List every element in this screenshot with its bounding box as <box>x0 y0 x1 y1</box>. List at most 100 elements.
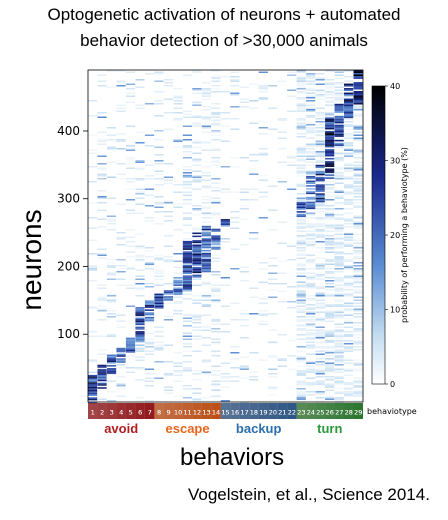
heatmap-cell <box>325 383 335 385</box>
heatmap-block-cell <box>182 240 193 243</box>
heatmap-block-cell <box>353 88 363 90</box>
heatmap-cell <box>306 262 316 264</box>
heatmap-block-cell <box>315 184 325 186</box>
heatmap-cell <box>296 247 306 249</box>
behaviotype-number: 26 <box>326 409 334 417</box>
heatmap-block-cell <box>201 234 211 237</box>
heatmap-cell <box>173 272 183 274</box>
heatmap-cell <box>201 179 211 181</box>
heatmap-cell <box>334 148 344 150</box>
heatmap-block-cell <box>182 252 193 255</box>
heatmap-block-cell <box>334 108 344 110</box>
heatmap-cell <box>325 283 335 285</box>
chart-title-line-2: behavior detection of >30,000 animals <box>80 31 368 50</box>
heatmap-cell <box>344 281 354 283</box>
heatmap-cell <box>334 233 344 235</box>
heatmap-cell <box>315 334 325 336</box>
heatmap-cell <box>315 160 325 162</box>
heatmap-cell <box>344 125 354 127</box>
heatmap-cell <box>344 95 354 97</box>
heatmap-cell <box>135 86 145 88</box>
heatmap-cell <box>325 329 335 331</box>
heatmap-cell <box>182 125 193 127</box>
heatmap-cell <box>306 238 316 240</box>
heatmap-block-cell <box>325 124 335 127</box>
heatmap-block-cell <box>334 126 344 128</box>
heatmap-cell <box>315 293 325 295</box>
heatmap-cell <box>249 188 259 190</box>
heatmap-cell <box>192 316 202 318</box>
behaviotype-cell <box>334 403 345 419</box>
heatmap-cell <box>239 208 249 210</box>
heatmap-cell <box>306 316 316 318</box>
heatmap-cell <box>182 361 193 363</box>
heatmap-cell <box>344 265 354 267</box>
heatmap-cell <box>344 118 354 120</box>
heatmap-cell <box>334 214 344 216</box>
heatmap-cell <box>135 295 145 297</box>
heatmap-block-cell <box>192 241 202 244</box>
heatmap-block-cell <box>135 332 145 335</box>
heatmap-cell <box>230 128 240 130</box>
heatmap-cell <box>88 371 98 373</box>
heatmap-cell <box>258 121 268 123</box>
heatmap-block-cell <box>192 255 202 257</box>
heatmap-cell <box>315 151 325 153</box>
heatmap-block-cell <box>325 130 335 133</box>
heatmap-cell <box>315 131 325 133</box>
heatmap-cell <box>296 310 306 312</box>
heatmap-cell <box>106 310 117 312</box>
heatmap-cell <box>334 152 344 154</box>
heatmap-cell <box>277 80 287 82</box>
heatmap-cell <box>315 95 325 97</box>
heatmap-cell <box>325 331 335 333</box>
heatmap-cell <box>296 295 306 297</box>
x-axis-label: behaviors <box>180 444 285 471</box>
heatmap-block-cell <box>192 268 202 271</box>
heatmap-block-cell <box>192 256 202 259</box>
heatmap-cell <box>201 337 211 339</box>
heatmap-cell <box>306 361 316 363</box>
heatmap-cell <box>306 179 316 181</box>
heatmap-block-cell <box>144 301 155 304</box>
heatmap-cell <box>106 266 117 268</box>
heatmap-cell <box>296 119 306 121</box>
heatmap-cell <box>315 326 325 328</box>
heatmap-cell <box>296 151 306 153</box>
heatmap-cell <box>239 106 249 108</box>
heatmap-cell <box>306 227 316 229</box>
heatmap-block-cell <box>334 133 344 136</box>
heatmap-cell <box>353 368 363 370</box>
heatmap-cell <box>306 80 316 82</box>
heatmap-block-cell <box>135 317 145 320</box>
heatmap-block-cell <box>88 374 98 377</box>
heatmap-block-cell <box>211 240 221 243</box>
heatmap-cell <box>201 109 211 111</box>
behaviotype-number: 16 <box>231 409 239 417</box>
heatmap-cell <box>144 346 155 348</box>
heatmap-cell <box>334 257 344 259</box>
heatmap-block-cell <box>173 281 183 284</box>
heatmap-cell <box>163 211 174 213</box>
heatmap-cell <box>353 107 363 109</box>
heatmap-cell <box>315 257 325 259</box>
heatmap-cell <box>173 370 183 372</box>
heatmap-cell <box>315 274 325 276</box>
heatmap-cell <box>192 160 202 162</box>
heatmap-cell <box>334 316 344 318</box>
heatmap-cell <box>296 334 306 336</box>
heatmap-cell <box>211 284 221 286</box>
heatmap-block-cell <box>88 391 98 393</box>
heatmap-cell <box>315 358 325 360</box>
heatmap-cell <box>287 95 297 97</box>
heatmap-block-cell <box>192 258 202 260</box>
heatmap-cell <box>268 329 278 331</box>
heatmap-cell <box>154 71 164 73</box>
heatmap-cell <box>315 353 325 355</box>
heatmap-cell <box>296 356 306 358</box>
heatmap-cell <box>344 320 354 322</box>
heatmap-cell <box>258 262 268 264</box>
heatmap-cell <box>306 223 316 225</box>
heatmap-cell <box>353 113 363 115</box>
